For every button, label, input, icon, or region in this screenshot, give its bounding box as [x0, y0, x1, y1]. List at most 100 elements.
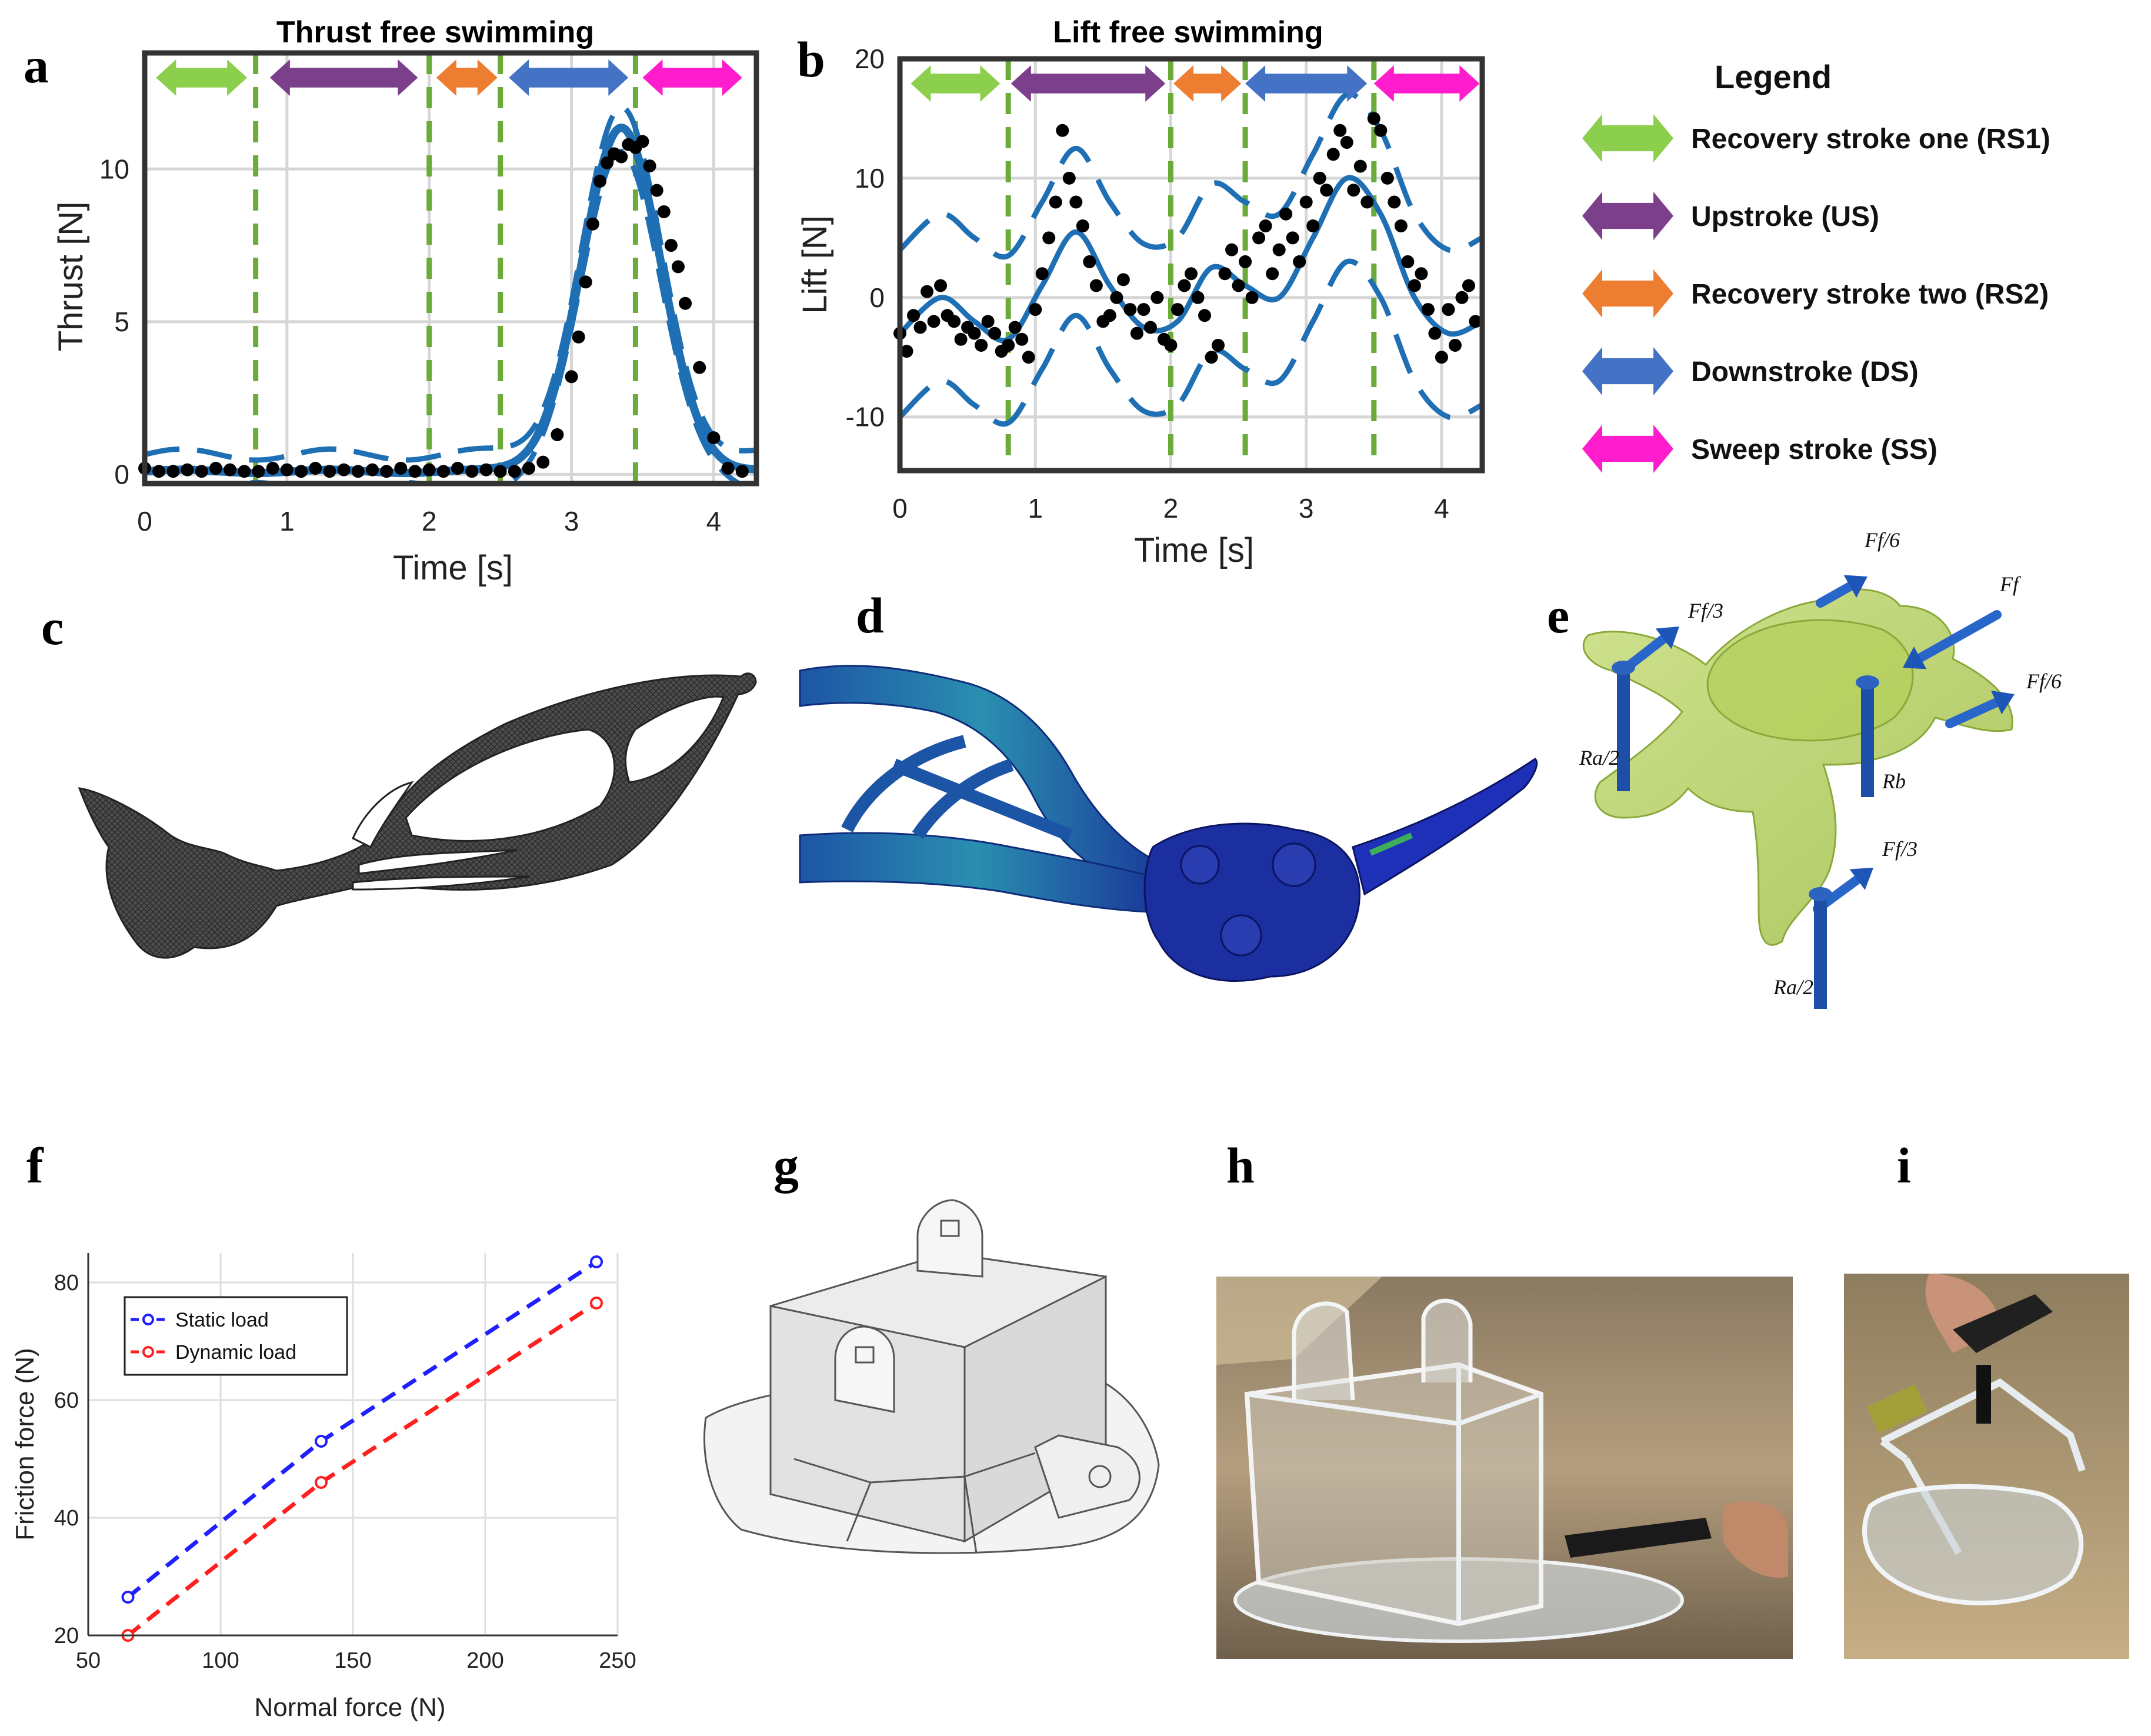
thrust-chart: Thrust free swimming 0 1 2 3 4 0 5 10 Time [s]…: [52, 15, 759, 587]
lower-bound-line: [898, 258, 1483, 427]
phase-arrow-ds: [1245, 65, 1368, 102]
y-tick-label: 10: [99, 154, 129, 184]
fem-boss-2: [1272, 842, 1316, 887]
data-point: [323, 465, 336, 478]
legend-arrow: [1582, 347, 1673, 395]
force-label: Ff/3: [1882, 837, 1917, 861]
data-point: [152, 465, 166, 478]
panel-letter-h: h: [1226, 1137, 1255, 1194]
data-point: [1320, 184, 1333, 197]
data-point: [1333, 124, 1347, 137]
data-point: [1076, 219, 1089, 233]
photo-h-handles: [1292, 1298, 1473, 1401]
data-point: [1022, 351, 1035, 364]
data-point: [707, 431, 721, 445]
data-point: [1360, 195, 1374, 209]
fem-joint: [1143, 822, 1360, 982]
phase-arrow-rs1: [156, 59, 248, 96]
data-point: [934, 279, 948, 292]
data-point: [1340, 136, 1353, 149]
phase-arrow-us: [1011, 65, 1166, 102]
lower-bound-line: [144, 148, 756, 487]
data-point: [1286, 231, 1299, 245]
x-tick-label: 0: [137, 506, 152, 537]
x-tick-label: 2: [422, 506, 437, 537]
data-point: [465, 465, 479, 478]
data-point: [975, 338, 988, 352]
legend-items: Recovery stroke one (RS1) Upstroke (US) Re…: [1582, 114, 2050, 473]
reaction-support-cap: [1809, 887, 1832, 901]
photo-i-gauge: [1953, 1294, 2053, 1353]
photo-h-gauge: [1565, 1518, 1712, 1558]
chart-b-phase-lines: [1005, 59, 1377, 471]
panel-letter-a: a: [24, 37, 49, 94]
panel-letter-d: d: [856, 587, 884, 644]
x-tick-label: 0: [892, 493, 908, 524]
data-point: [365, 463, 379, 477]
gauge-pull-photo: [1844, 1274, 2129, 1659]
series-point-static-load: [121, 1591, 135, 1604]
data-point: [1279, 207, 1293, 221]
force-vector-head: [1903, 647, 1927, 669]
data-point: [1435, 351, 1448, 364]
data-point: [1299, 195, 1313, 209]
data-point: [1347, 184, 1360, 197]
data-point: [1212, 338, 1225, 352]
legend-label: Dynamic load: [175, 1341, 296, 1364]
chart-f-legend: Static load Dynamic load: [124, 1296, 348, 1376]
meshed-flipper-model: [78, 672, 757, 959]
data-point: [266, 462, 279, 475]
data-point: [1143, 321, 1157, 334]
data-point: [238, 465, 251, 478]
data-point: [1353, 159, 1367, 173]
data-point: [1056, 124, 1069, 137]
legend-label: Recovery stroke two (RS2): [1691, 279, 2049, 310]
photo-h-box-edges: [1246, 1365, 1542, 1624]
data-point: [1252, 231, 1266, 245]
data-point: [1245, 291, 1259, 304]
data-point: [1069, 195, 1083, 209]
data-point: [436, 465, 450, 478]
data-point: [479, 463, 493, 477]
legend-marker: [142, 1314, 154, 1325]
y-tick-label: 20: [54, 1624, 79, 1648]
data-point: [224, 463, 237, 477]
data-point: [679, 296, 692, 310]
y-tick-label: -10: [846, 402, 885, 432]
data-point: [1170, 303, 1184, 316]
fem-spike: [1352, 758, 1538, 896]
chart-a-x-ticks: 0 1 2 3 4: [137, 506, 721, 537]
chart-b-ylabel: Lift [N]: [796, 215, 834, 314]
data-point: [572, 330, 585, 344]
data-point: [721, 462, 735, 475]
x-tick-label: 150: [334, 1648, 371, 1673]
chart-b-phase-arrows: [911, 65, 1480, 102]
fem-spike-highlight: [1369, 832, 1413, 856]
x-tick-label: 250: [599, 1648, 636, 1673]
data-point: [1293, 255, 1306, 268]
data-point: [1232, 279, 1245, 292]
data-point: [981, 315, 995, 328]
reaction-label: Rb: [1882, 769, 1906, 793]
panel-letter-b: b: [797, 31, 825, 88]
series-line-dynamic-load: [126, 1301, 598, 1637]
cad-box-drawing: [703, 1199, 1160, 1554]
data-point: [522, 462, 536, 475]
data-point: [1083, 255, 1096, 268]
data-point: [1002, 338, 1015, 352]
chart-a-ylabel: Thrust [N]: [52, 202, 90, 352]
data-point: [1326, 148, 1340, 161]
chart-f-y-ticks: 20 40 60 80: [54, 1271, 79, 1648]
data-point: [1448, 338, 1462, 352]
series-point-static-load: [315, 1435, 328, 1448]
fem-web: [841, 735, 1073, 842]
force-vector-head: [1990, 691, 2015, 715]
data-point: [1103, 309, 1116, 322]
panel-letter-c: c: [41, 599, 64, 655]
data-point: [252, 465, 265, 478]
data-point: [1008, 321, 1022, 334]
force-label: Ff: [1999, 572, 2022, 596]
data-point: [1374, 124, 1388, 137]
data-point: [1137, 303, 1150, 316]
chart-f-axes: [87, 1253, 618, 1637]
